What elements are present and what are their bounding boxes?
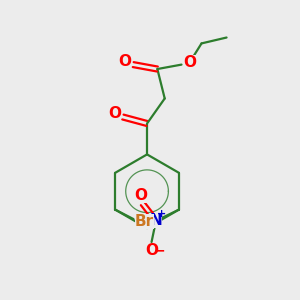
Text: O: O (135, 188, 148, 203)
Text: N: N (150, 213, 162, 228)
Text: O: O (183, 55, 196, 70)
Text: O: O (118, 54, 131, 69)
Text: +: + (157, 209, 167, 219)
Text: −: − (153, 244, 165, 258)
Text: O: O (145, 243, 158, 258)
Text: Br: Br (135, 214, 154, 229)
Text: O: O (108, 106, 121, 121)
